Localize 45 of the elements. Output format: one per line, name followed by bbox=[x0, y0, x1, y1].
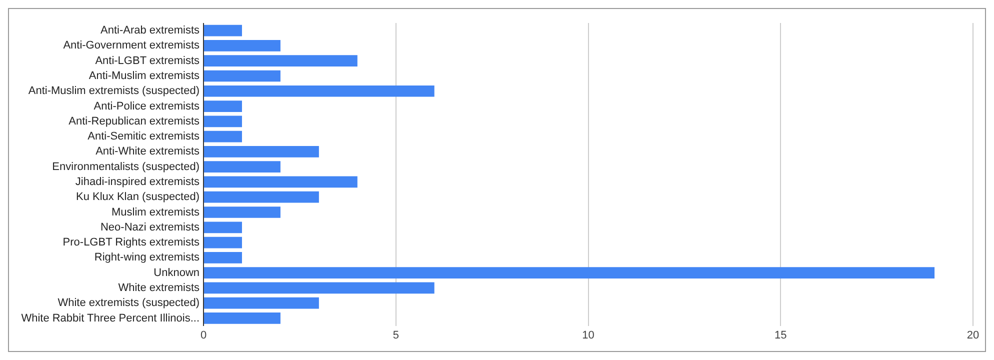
y-tick-label: White extremists (suspected) bbox=[58, 297, 200, 310]
bar bbox=[204, 85, 434, 97]
bar bbox=[204, 55, 358, 67]
x-tick-label: 15 bbox=[774, 329, 787, 342]
y-tick-label: Anti-Semitic extremists bbox=[88, 130, 200, 143]
y-tick-label: White Rabbit Three Percent Illinois... bbox=[21, 312, 200, 324]
y-tick-label: Right-wing extremists bbox=[94, 252, 200, 264]
bar bbox=[204, 116, 242, 128]
x-tick-label: 10 bbox=[582, 329, 594, 342]
bar bbox=[204, 312, 280, 324]
y-tick-label: White extremists bbox=[118, 282, 200, 294]
y-tick-label: Anti-Government extremists bbox=[63, 40, 200, 52]
y-tick-label: Anti-Muslim extremists bbox=[88, 70, 200, 82]
bar bbox=[204, 70, 280, 82]
y-tick-label: Environmentalists (suspected) bbox=[52, 160, 200, 173]
bar bbox=[204, 100, 242, 112]
bar bbox=[204, 206, 280, 218]
bar bbox=[204, 146, 319, 158]
bar bbox=[204, 297, 319, 309]
bar bbox=[204, 236, 242, 248]
x-tick-label: 20 bbox=[966, 329, 980, 342]
y-tick-label: Unknown bbox=[154, 266, 200, 279]
y-tick-label: Pro-LGBT Rights extremists bbox=[62, 236, 200, 249]
x-tick-label: 0 bbox=[200, 329, 207, 342]
y-tick-label: Jihadi-inspired extremists bbox=[75, 176, 200, 188]
y-tick-label: Muslim extremists bbox=[112, 206, 200, 218]
bar bbox=[204, 282, 434, 294]
y-tick-label: Ku Klux Klan (suspected) bbox=[76, 191, 200, 204]
bar bbox=[204, 252, 242, 264]
y-tick-label: Anti-Muslim extremists (suspected) bbox=[28, 85, 200, 98]
bar bbox=[204, 176, 358, 188]
bar bbox=[204, 24, 242, 36]
y-tick-label: Anti-Police extremists bbox=[94, 100, 200, 112]
bar bbox=[204, 161, 280, 173]
y-tick-label: Anti-Republican extremists bbox=[68, 115, 200, 128]
bar bbox=[204, 130, 242, 142]
x-tick-label: 5 bbox=[392, 329, 399, 342]
y-tick-label: Neo-Nazi extremists bbox=[100, 221, 200, 234]
bar bbox=[204, 191, 319, 203]
y-tick-label: Anti-White extremists bbox=[96, 146, 200, 158]
y-tick-label: Anti-Arab extremists bbox=[100, 24, 200, 37]
bar bbox=[204, 40, 280, 52]
y-tick-label: Anti-LGBT extremists bbox=[95, 54, 200, 67]
bar bbox=[204, 267, 935, 278]
bar bbox=[204, 222, 242, 234]
